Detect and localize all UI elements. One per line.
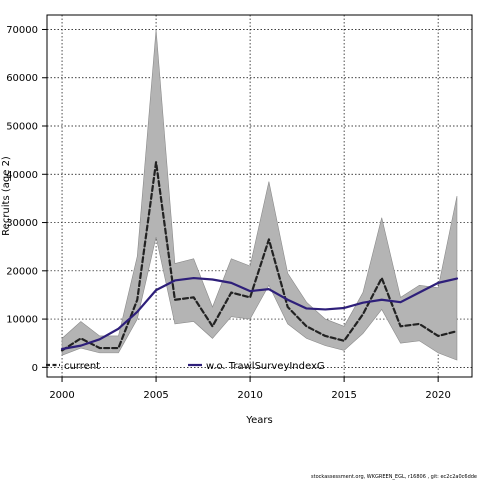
x-tick-label-2015: 2015 bbox=[331, 390, 356, 401]
legend-label-1: w.o. TrawlSurveyIndexG bbox=[206, 361, 325, 372]
axes: 2000 2005 2010 2015 2020 0 10000 20000 30000 4000… bbox=[6, 14, 473, 401]
y-tick-label-0: 0 bbox=[32, 363, 38, 374]
confidence-band-0 bbox=[61, 29, 458, 361]
plot-frame bbox=[46, 14, 473, 378]
series-lines bbox=[60, 161, 459, 352]
y-tick-label-10000: 10000 bbox=[6, 315, 38, 326]
x-tick-label-2005: 2005 bbox=[143, 390, 168, 401]
x-tick-label-2020: 2020 bbox=[425, 390, 450, 401]
y-tick-label-70000: 70000 bbox=[6, 25, 38, 36]
legend: current w.o. TrawlSurveyIndexG bbox=[46, 361, 325, 372]
confidence-band-layer bbox=[61, 29, 458, 361]
legend-label-0: current bbox=[64, 361, 100, 372]
x-tick-label-2000: 2000 bbox=[49, 390, 74, 401]
x-axis-title: Years bbox=[245, 415, 272, 426]
y-tick-label-20000: 20000 bbox=[6, 266, 38, 277]
y-tick-label-50000: 50000 bbox=[6, 122, 38, 133]
series-line-0 bbox=[60, 161, 459, 352]
y-tick-label-40000: 40000 bbox=[6, 170, 38, 181]
footer-text: stockassessment.org, WKGREEN_EGL, r16806… bbox=[311, 474, 477, 480]
x-tick-label-2010: 2010 bbox=[237, 390, 262, 401]
y-axis-title: Recruits (age 2) bbox=[1, 156, 12, 236]
y-tick-label-30000: 30000 bbox=[6, 218, 38, 229]
y-tick-label-60000: 60000 bbox=[6, 73, 38, 84]
series-line-1 bbox=[60, 276, 459, 351]
